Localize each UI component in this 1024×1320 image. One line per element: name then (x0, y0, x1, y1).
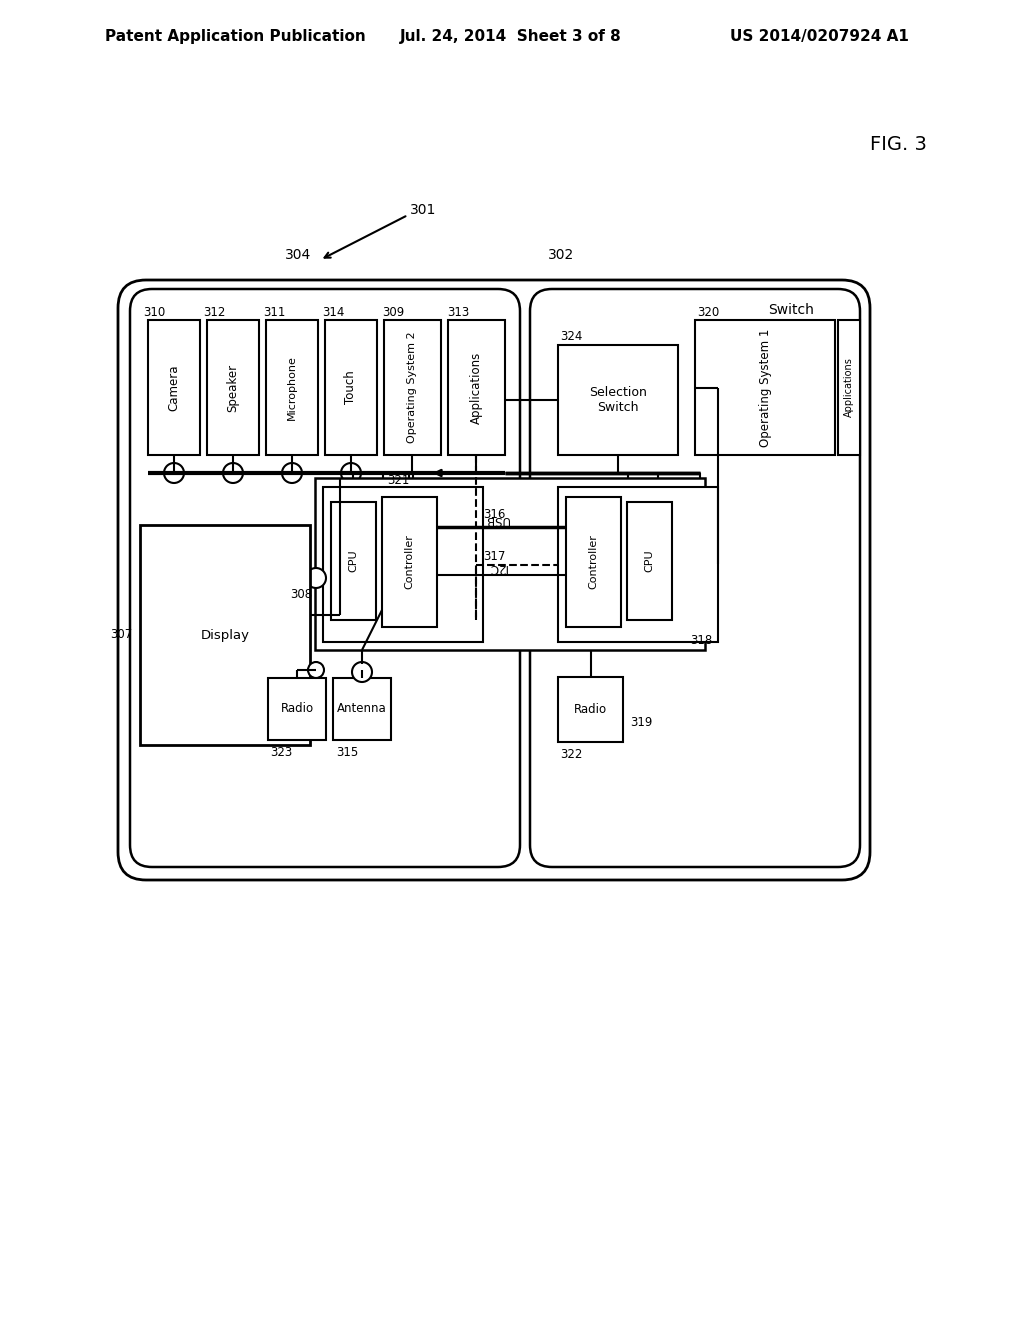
Text: Controller: Controller (589, 535, 598, 590)
Bar (566, 498, 621, 627)
Text: Jul. 24, 2014  Sheet 3 of 8: Jul. 24, 2014 Sheet 3 of 8 (400, 29, 622, 45)
Text: 324: 324 (560, 330, 583, 343)
Text: Display: Display (201, 628, 250, 642)
Bar (695, 319, 835, 455)
Bar (384, 319, 441, 455)
Text: Radio: Radio (573, 704, 607, 715)
Text: Patent Application Publication: Patent Application Publication (105, 29, 366, 45)
Text: Operating System 1: Operating System 1 (759, 329, 771, 446)
Circle shape (223, 463, 243, 483)
Text: US 2014/0207924 A1: US 2014/0207924 A1 (730, 29, 909, 45)
Text: 311: 311 (263, 305, 286, 318)
Text: 317: 317 (483, 550, 506, 564)
Text: Speaker: Speaker (226, 363, 240, 412)
Text: Camera: Camera (168, 364, 180, 411)
Text: Operating System 2: Operating System 2 (407, 331, 417, 444)
FancyBboxPatch shape (118, 280, 870, 880)
Text: CPU: CPU (348, 549, 358, 573)
Text: USB: USB (485, 512, 509, 525)
Text: 318: 318 (690, 634, 713, 647)
Text: 319: 319 (630, 715, 652, 729)
Bar (838, 319, 860, 455)
Circle shape (731, 296, 759, 323)
Circle shape (308, 663, 324, 678)
Circle shape (352, 663, 372, 682)
Text: 323: 323 (270, 746, 292, 759)
Bar (333, 678, 391, 741)
Bar (266, 319, 318, 455)
Text: CPU: CPU (644, 549, 654, 573)
Text: 316: 316 (483, 508, 506, 521)
Text: 315: 315 (336, 746, 358, 759)
Text: Selection
Switch: Selection Switch (589, 385, 647, 414)
Text: 314: 314 (322, 305, 344, 318)
Text: Antenna: Antenna (337, 702, 387, 715)
Text: 307: 307 (110, 628, 132, 642)
Bar (323, 487, 483, 642)
Text: 302: 302 (548, 248, 574, 261)
Bar (331, 502, 376, 620)
Text: 310: 310 (143, 305, 165, 318)
Bar (315, 478, 705, 649)
Text: Microphone: Microphone (287, 355, 297, 420)
Text: Applications: Applications (844, 358, 854, 417)
Text: 320: 320 (697, 305, 719, 318)
Text: Switch: Switch (768, 304, 814, 317)
Text: 321: 321 (387, 474, 410, 487)
FancyBboxPatch shape (130, 289, 520, 867)
Text: 322: 322 (560, 747, 583, 760)
Text: Touch: Touch (344, 371, 357, 404)
Text: 312: 312 (203, 305, 225, 318)
Text: FIG. 3: FIG. 3 (870, 136, 927, 154)
Text: 308: 308 (290, 589, 312, 602)
Bar (449, 319, 505, 455)
Bar (382, 498, 437, 627)
Text: 304: 304 (285, 248, 311, 261)
Text: Applications: Applications (469, 351, 482, 424)
Bar (627, 502, 672, 620)
Circle shape (282, 463, 302, 483)
Circle shape (341, 463, 361, 483)
Bar (148, 319, 200, 455)
Text: 313: 313 (447, 305, 469, 318)
Text: Controller: Controller (404, 535, 415, 590)
Bar (140, 525, 310, 744)
Bar (207, 319, 259, 455)
Text: I2C: I2C (487, 561, 507, 573)
Circle shape (164, 463, 184, 483)
Circle shape (306, 568, 326, 587)
Bar (268, 678, 326, 741)
Bar (558, 677, 623, 742)
Bar (325, 319, 377, 455)
Bar (558, 487, 718, 642)
Text: 309: 309 (382, 305, 404, 318)
FancyBboxPatch shape (530, 289, 860, 867)
Bar (558, 345, 678, 455)
Text: 301: 301 (410, 203, 436, 216)
Text: Radio: Radio (281, 702, 313, 715)
